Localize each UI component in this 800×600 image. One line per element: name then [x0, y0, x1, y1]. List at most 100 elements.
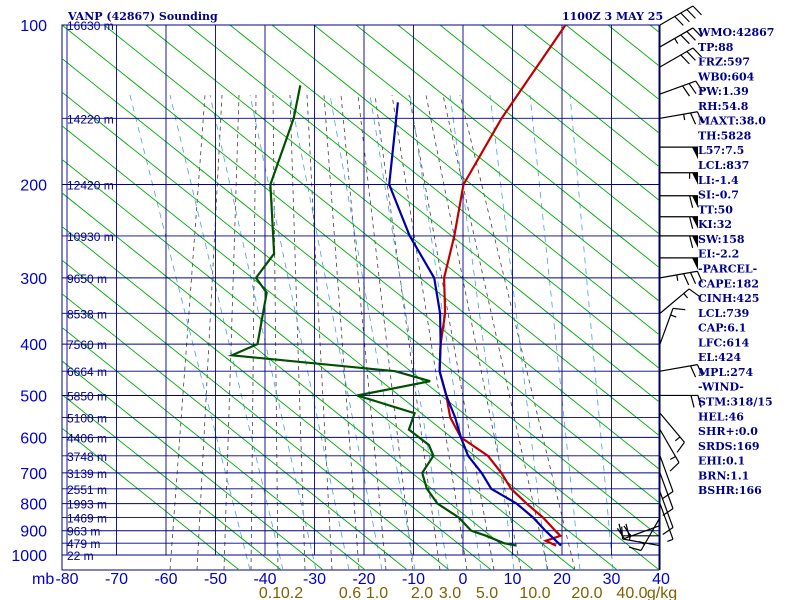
wind-barb-half-feather	[674, 436, 681, 442]
wind-barb-feather	[672, 307, 686, 311]
wind-barb	[660, 172, 698, 185]
dry-adiabat-line	[62, 226, 492, 570]
index-item: PW:1.39	[698, 85, 749, 98]
wind-barb	[659, 429, 680, 472]
height-label: 479 m	[67, 537, 100, 551]
wind-barb-shaft	[659, 364, 698, 372]
height-label: 7560 m	[67, 338, 107, 352]
station-title: VANP (42867) Sounding	[67, 10, 218, 23]
index-item: BSHR:166	[698, 484, 762, 497]
wind-barb	[659, 491, 674, 535]
dry-adiabat-line	[62, 125, 618, 570]
temperature-tick-label: -20	[352, 571, 375, 588]
wind-barb-feather	[688, 288, 700, 297]
mixing-ratio-line	[449, 94, 515, 570]
wind-barb-feather	[676, 441, 685, 453]
height-labels: 16630 m 14220 m 12420 m 10930 m 9650 m 8538 m…	[67, 19, 114, 563]
wind-barb-shaft	[659, 111, 698, 119]
index-item: CAPE:182	[698, 277, 759, 290]
temperature-tick-label: -10	[402, 571, 425, 588]
wind-barb-feather	[696, 111, 704, 124]
wind-barb-feather	[680, 12, 690, 23]
height-label: 3748 m	[67, 450, 107, 464]
mixing-ratio-label: 2.0	[411, 585, 433, 600]
wind-barb-half-feather	[670, 455, 676, 460]
wind-barb-feather	[686, 31, 696, 41]
index-item: EHI:0.1	[698, 455, 745, 468]
height-label: 4406 m	[67, 431, 107, 445]
temperature-tick-label: -40	[253, 571, 276, 588]
pressure-axis: 100 200 300 400 500 600 700 800 900 1000	[11, 18, 47, 565]
pressure-tick-label: 700	[20, 466, 47, 483]
wind-barb-feather	[669, 462, 680, 472]
mixing-ratio-label: 40.0	[616, 585, 647, 600]
pressure-unit-label: mb	[32, 571, 54, 588]
wind-barb	[621, 526, 661, 547]
wind-barb-shaft	[659, 47, 694, 68]
wind-barb-feather	[618, 523, 623, 536]
mixing-ratio-line	[169, 94, 284, 570]
mixing-ratio-line	[289, 94, 383, 570]
index-item: -PARCEL-	[698, 262, 757, 275]
dry-adiabat-line	[62, 326, 366, 570]
wind-barb	[659, 412, 685, 453]
moist-adiabat-line	[442, 94, 549, 570]
temperature-tick-label: 0	[459, 571, 468, 588]
height-label: 5100 m	[67, 411, 107, 425]
pressure-tick-label: 200	[20, 178, 47, 195]
height-label: 8538 m	[67, 307, 107, 321]
index-item: MPL:274	[698, 366, 754, 379]
wind-barb-shaft	[659, 412, 685, 443]
wind-barb-shaft	[640, 517, 661, 551]
index-item: RH:54.8	[698, 100, 749, 113]
wind-barb-feather	[689, 235, 694, 249]
moist-adiabat-line	[408, 94, 495, 570]
wind-barb-pennant	[692, 257, 698, 270]
wind-barb	[659, 5, 702, 26]
parcel-trace	[388, 102, 562, 547]
temperature-tick-label: -70	[105, 571, 128, 588]
wind-barb	[660, 146, 698, 160]
index-item: L57:7.5	[698, 144, 744, 157]
wind-barb-shaft	[659, 80, 696, 95]
mixing-ratio-axis: 0.1 0.2 0.6 1.0 2.0 3.0 5.0 10.0 20.0 40.0 g/kg	[259, 585, 677, 600]
wind-barb-feather	[689, 272, 697, 285]
moist-adiabat-line	[459, 94, 576, 570]
index-item: TP:88	[698, 41, 734, 54]
temperature-tick-label: -50	[204, 571, 227, 588]
index-item: FRZ:597	[698, 56, 750, 69]
wind-barb-feather	[697, 395, 702, 408]
wind-barb-pennant	[692, 195, 698, 208]
dry-adiabat-line	[62, 259, 450, 570]
wind-barb-shaft	[659, 288, 690, 314]
wind-barb-feather	[689, 112, 697, 125]
temperature-tick-label: -60	[154, 571, 177, 588]
wind-barb	[660, 257, 698, 270]
index-item: LCL:837	[698, 159, 749, 172]
temperature-tick-label: 40	[652, 571, 670, 588]
index-item: WMO:42867	[697, 26, 774, 39]
wind-barb-pennant	[692, 147, 698, 160]
index-item: CINH:425	[698, 292, 759, 305]
height-label: 1993 m	[67, 498, 107, 512]
wind-barb	[659, 111, 704, 125]
wind-barb-shaft	[659, 455, 674, 492]
index-item: EL:424	[698, 351, 741, 364]
pressure-tick-label: 100	[20, 18, 47, 35]
index-item: LCL:739	[698, 307, 749, 320]
wind-barb-feather	[689, 195, 694, 208]
wind-barb	[660, 195, 698, 208]
wind-barb-pennant	[692, 216, 698, 229]
wind-barb-feather	[621, 526, 624, 540]
mixing-ratio-label: 0.2	[281, 585, 303, 600]
dry-adiabat-line	[62, 360, 324, 570]
wind-barb-feather	[696, 271, 704, 283]
moist-adiabat-line	[250, 94, 257, 570]
wind-barb-half-feather	[670, 314, 677, 318]
wind-barb-shaft	[659, 429, 680, 463]
pressure-tick-label: 500	[20, 388, 47, 405]
moist-adiabat-line	[391, 94, 468, 570]
wind-barb-half-feather	[683, 293, 689, 299]
